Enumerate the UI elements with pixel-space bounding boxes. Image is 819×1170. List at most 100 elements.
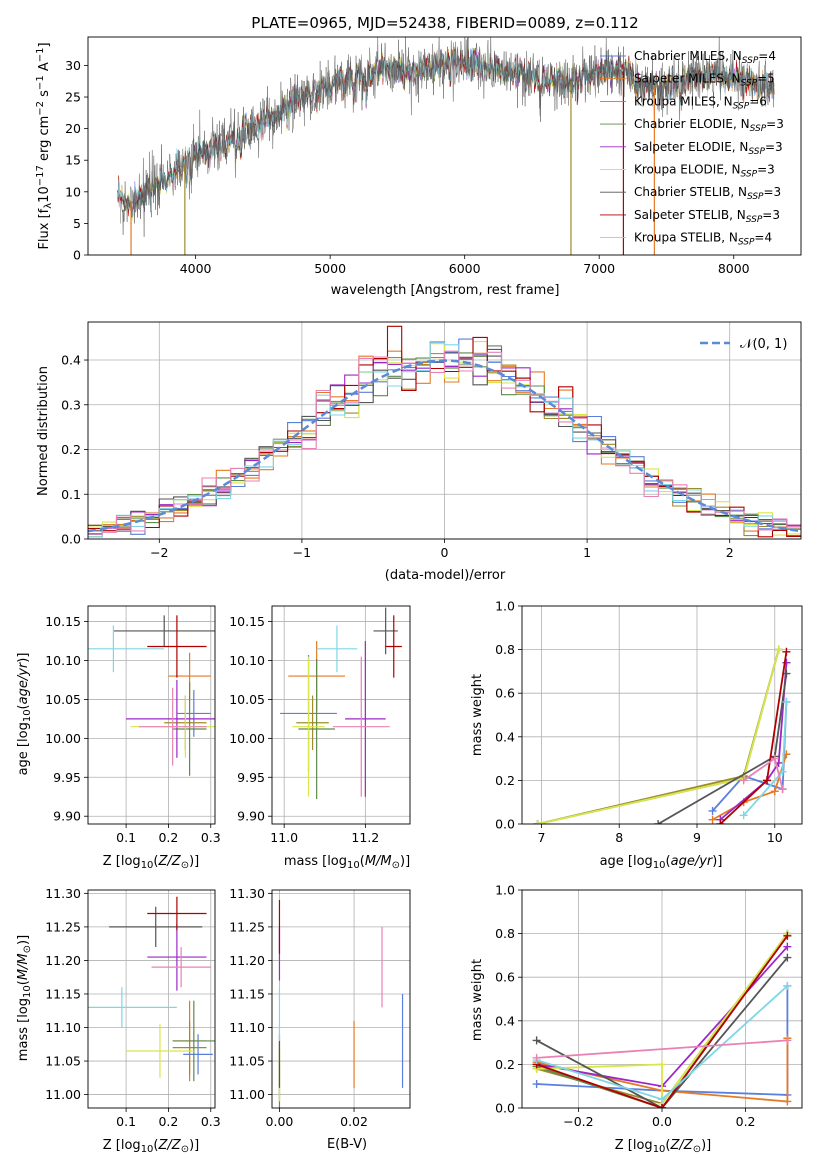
- weight-vs-z-marker: [532, 1080, 541, 1089]
- legend-value: =3: [762, 208, 780, 222]
- weight-vs-age-ytick-label: 0.4: [495, 729, 515, 744]
- spectrum-ylabel: Flux [fλ10−17 erg cm−2 s−1 A−1]: [35, 42, 54, 249]
- weight-vs-z-ytick-label: 0.8: [495, 926, 515, 941]
- residuals-xtick-label: −2: [150, 545, 168, 560]
- residuals-ytick-label: 0.3: [61, 397, 81, 412]
- mass-z-ylabel: mass [log10(M/M⊙)]: [16, 935, 33, 1061]
- spectrum-ytick-label: 0: [73, 248, 81, 263]
- spectrum-panel: 4000 5000 6000 7000 8000 0 5 10 15 20 25 30 Chabrier…: [65, 36, 802, 276]
- spectrum-xtick-label: 6000: [449, 261, 481, 276]
- weight-vs-age-marker: [782, 697, 791, 706]
- weight-vs-z-ytick-label: 0.0: [495, 1101, 515, 1116]
- mass-vs-ebv-panel: 0.00 0.02 11.00 11.05 11.10 11.15 11.20 11.25 11…: [229, 886, 411, 1129]
- spectrum-data-line: [120, 37, 775, 237]
- mass-vs-z-ytick-label: 11.15: [45, 986, 81, 1001]
- weight-vs-age-marker: [708, 806, 717, 815]
- residuals-xtick-label: −1: [293, 545, 311, 560]
- age-vs-mass-panel: 11.0 11.2 9.90 9.95 10.00 10.05 10.10 10.15: [229, 605, 411, 845]
- mass-vs-z-xtick-label: 0.1: [116, 1114, 136, 1129]
- residuals-ytick-label: 0.2: [61, 442, 81, 457]
- mass-vs-ebv-xtick-label: 0.02: [340, 1114, 368, 1129]
- weight-vs-z-ytick-label: 1.0: [495, 883, 515, 898]
- legend-subscript: SSP: [738, 238, 755, 248]
- weight-vs-z-ytick-label: 0.6: [495, 970, 515, 985]
- legend-value: =4: [758, 49, 776, 63]
- weight-vs-z-marker: [783, 1097, 792, 1106]
- spectrum-xtick-label: 7000: [583, 261, 615, 276]
- residuals-ytick-label: 0.0: [61, 532, 81, 547]
- weight-vs-age-ytick-label: 0.6: [495, 686, 515, 701]
- residuals-xlabel: (data-model)/error: [385, 568, 506, 583]
- spectrum-ytick-label: 25: [65, 90, 81, 105]
- residuals-ytick-label: 0.1: [61, 487, 81, 502]
- age-vs-mass-frame: [271, 605, 411, 825]
- age-vs-z-xtick-label: 0.3: [201, 830, 221, 845]
- mass-ebv-xlabel: E(B-V): [327, 1137, 367, 1152]
- weight-vs-age-marker: [739, 811, 748, 820]
- weight-vs-z-series-line: [536, 957, 789, 1108]
- weight-vs-z-marker: [783, 981, 792, 990]
- weight-vs-z-marker: [658, 1104, 666, 1108]
- age-vs-z-xtick-label: 0.2: [158, 830, 178, 845]
- residuals-xtick-label: 2: [726, 545, 734, 560]
- age-z-ylabel: age [log10(age/yr)]: [16, 653, 33, 776]
- residual-histogram: [88, 350, 801, 535]
- weight-vs-age-marker: [770, 754, 779, 763]
- weight-vs-age-marker: [716, 820, 725, 824]
- weight-vs-age-panel: 7 8 9 10 0.0 0.2 0.4 0.6 0.8 1.0: [495, 599, 803, 845]
- legend-value: =3: [766, 117, 784, 131]
- legend-subscript: SSP: [741, 170, 758, 180]
- age-vs-z-ytick-label: 10.10: [45, 653, 81, 668]
- mass-vs-z-ytick-label: 11.30: [45, 886, 81, 901]
- mass-vs-ebv-ytick-label: 11.30: [229, 886, 265, 901]
- weight-age-xlabel: age [log10(age/yr)]: [600, 854, 723, 871]
- mass-z-xlabel: Z [log10(Z/Z⊙)]: [103, 1138, 200, 1155]
- residual-histogram: [88, 342, 801, 538]
- age-vs-mass-plot: [280, 607, 402, 800]
- weight-vs-age-xtick-label: 7: [537, 830, 545, 845]
- weight-vs-z-series-line: [536, 1039, 788, 1059]
- age-vs-z-ytick-label: 10.00: [45, 731, 81, 746]
- mass-vs-z-plot: [88, 896, 215, 1082]
- mass-vs-ebv-ytick-label: 11.05: [229, 1054, 265, 1069]
- residuals-ylabel: Normed distribution: [36, 366, 51, 496]
- spectrum-legend-label: Salpeter ELODIE, NSSP=3: [634, 140, 783, 157]
- legend-subscript: SSP: [747, 192, 764, 202]
- spectrum-ytick-label: 30: [65, 58, 81, 73]
- residuals-ytick-label: 0.4: [61, 353, 81, 368]
- mass-vs-ebv-ytick-label: 11.00: [229, 1087, 265, 1102]
- spectrum-legend-label: Salpeter STELIB, NSSP=3: [634, 208, 780, 225]
- spectrum-legend-label: Chabrier STELIB, NSSP=3: [634, 185, 781, 202]
- spectrum-legend: Chabrier MILES, NSSP=4 Salpeter MILES, NS…: [600, 49, 784, 248]
- weight-vs-age-marker: [654, 820, 663, 824]
- legend-value: =5: [757, 72, 775, 86]
- weight-vs-age-marker: [533, 820, 542, 824]
- weight-vs-age-marker: [774, 645, 783, 654]
- weight-vs-z-marker: [658, 1095, 666, 1104]
- spectrum-legend-label: Chabrier ELODIE, NSSP=3: [634, 117, 784, 134]
- age-vs-z-ytick-label: 9.90: [53, 809, 81, 824]
- residuals-legend: 𝒩(0, 1): [700, 337, 787, 352]
- age-vs-z-frame: [87, 605, 216, 825]
- spectrum-ytick-label: 15: [65, 153, 81, 168]
- residuals-plot: [88, 325, 801, 538]
- weight-vs-age-series-line: [657, 673, 788, 824]
- mass-vs-ebv-ytick-label: 11.25: [229, 919, 265, 934]
- age-vs-mass-ytick-label: 10.05: [229, 692, 265, 707]
- age-vs-z-panel: 0.1 0.2 0.3 9.90 9.95 10.00 10.05 10.10 10.15: [45, 605, 221, 845]
- age-vs-z-xtick-label: 0.1: [116, 830, 136, 845]
- age-vs-z-ytick-label: 10.05: [45, 692, 81, 707]
- weight-vs-age-ytick-label: 0.2: [495, 773, 515, 788]
- weight-vs-age-marker: [770, 787, 779, 796]
- residuals-xtick-label: 1: [583, 545, 591, 560]
- weight-vs-z-frame: [521, 889, 803, 1109]
- spectrum-xlabel: wavelength [Angstrom, rest frame]: [331, 283, 560, 298]
- age-vs-mass-ytick-label: 10.00: [229, 731, 265, 746]
- age-vs-mass-ytick-label: 9.95: [237, 770, 265, 785]
- mass-vs-ebv-ytick-label: 11.20: [229, 953, 265, 968]
- legend-value: =4: [754, 231, 772, 245]
- weight-vs-age-marker: [739, 776, 748, 785]
- age-z-xlabel: Z [log10(Z/Z⊙)]: [103, 854, 200, 871]
- weight-vs-age-ytick-label: 0.0: [495, 817, 515, 832]
